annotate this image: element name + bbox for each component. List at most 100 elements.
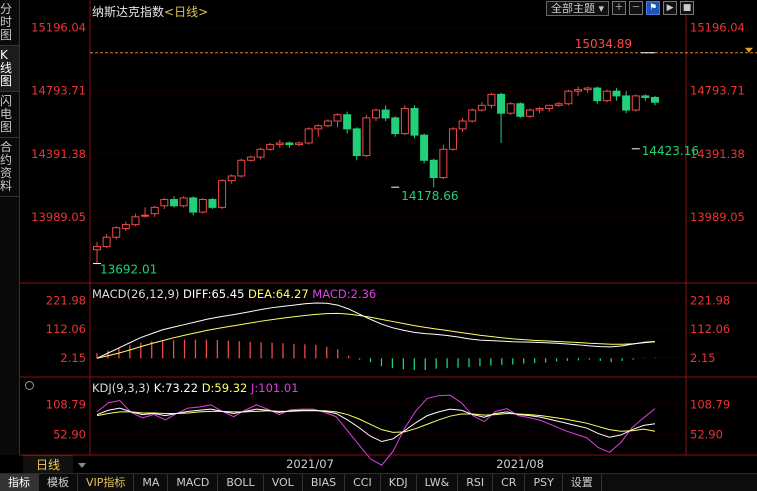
candle-body [102, 236, 111, 248]
tab-templates[interactable]: 模板 [39, 474, 78, 491]
annotation-high: 15034.89 [575, 37, 632, 51]
candle-body [506, 103, 515, 114]
y-tick-right: 2.15 [690, 351, 716, 365]
period-tab-daily[interactable]: 日线 [23, 455, 73, 474]
y-tick-right: 14793.71 [690, 84, 745, 98]
tab-indicators[interactable]: 指标 [0, 474, 39, 491]
candle-body [602, 90, 611, 102]
period-label[interactable]: <日线> [164, 5, 209, 19]
candle-body [631, 95, 640, 111]
tab-boll[interactable]: BOLL [218, 474, 264, 491]
candle-body [583, 87, 592, 91]
tab-psy[interactable]: PSY [525, 474, 563, 491]
tab-cr[interactable]: CR [493, 474, 526, 491]
candle-body [304, 128, 313, 144]
settings-dot-icon[interactable] [25, 381, 34, 390]
candle-body [622, 95, 631, 111]
tab-rsi[interactable]: RSI [458, 474, 494, 491]
candle-body [381, 109, 390, 119]
candle-body [574, 89, 583, 92]
candle-body [112, 227, 121, 238]
tab-macd[interactable]: MACD [168, 474, 219, 491]
dea-line [96, 312, 656, 359]
y-tick-right: 15196.04 [690, 20, 745, 34]
flag-icon[interactable]: ⚑ [646, 1, 661, 15]
candle-body [150, 206, 159, 215]
candle-body [160, 199, 169, 207]
tab-contract-info[interactable]: 合约资料 [0, 138, 19, 197]
tab-flash-chart[interactable]: 闪电图 [0, 92, 19, 138]
tab-kline-chart[interactable]: K线图 [0, 46, 19, 92]
candle-body [131, 216, 140, 226]
candle-body [121, 224, 130, 230]
theme-dropdown[interactable]: 全部主题 ▾ [546, 0, 610, 16]
y-tick-right: 14391.38 [690, 147, 745, 161]
annotation-low: 14178.66 [401, 189, 458, 203]
tab-settings[interactable]: 设置 [563, 474, 602, 491]
kdj-legend: KDJ(9,3,3) K:73.22 D:59.32 J:101.01 [92, 381, 299, 395]
y-tick-left: 112.06 [46, 322, 86, 336]
d-line [96, 410, 656, 433]
candle-body [391, 117, 400, 135]
tab-bias[interactable]: BIAS [303, 474, 346, 491]
kdj-j-value: J:101.01 [251, 381, 299, 395]
candle-body [352, 128, 361, 157]
annotation-low: 13692.01 [100, 263, 157, 277]
macd-legend: MACD(26,12,9) DIFF:65.45 DEA:64.27 MACD:… [92, 287, 376, 301]
candle-body [333, 114, 342, 122]
candle-body [525, 109, 534, 117]
candle-body [477, 104, 486, 111]
macd-dea-value: DEA:64.27 [248, 287, 309, 301]
candle-body [208, 199, 217, 208]
y-tick-left: 2.15 [60, 351, 86, 365]
candle-body [227, 175, 236, 182]
kdj-name: KDJ(9,3,3) [92, 381, 151, 395]
macd-name: MACD(26,12,9) [92, 287, 180, 301]
minus-square-icon[interactable]: － [629, 1, 644, 15]
stop-icon[interactable]: ■ [680, 1, 695, 15]
chevron-down-icon[interactable] [78, 463, 86, 468]
candle-body [198, 199, 207, 213]
candle-body [612, 90, 621, 97]
x-tick-label: 2021/08 [496, 457, 544, 471]
candle-body [266, 144, 275, 150]
candle-body [237, 159, 246, 177]
tab-timeshare-chart[interactable]: 分时图 [0, 0, 19, 46]
candle-body [651, 96, 659, 103]
candle-body [93, 246, 101, 251]
candle-body [487, 93, 496, 106]
candle-body [448, 128, 457, 150]
tab-lwr[interactable]: LW& [417, 474, 459, 491]
tab-ma[interactable]: MA [134, 474, 169, 491]
j-line [96, 394, 656, 466]
left-view-tabs: 分时图 K线图 闪电图 合约资料 [0, 0, 20, 455]
top-controls: 全部主题 ▾ ＋ － ⚑ ▶ ■ [546, 0, 695, 16]
candle-body [256, 148, 265, 158]
y-tick-left: 14793.71 [31, 84, 86, 98]
candle-body [545, 104, 554, 109]
candle-body [420, 134, 429, 161]
y-tick-left: 108.79 [46, 397, 86, 411]
x-tick-label: 2021/07 [286, 457, 334, 471]
tab-vip-indicators[interactable]: VIP指标 [78, 474, 135, 491]
tab-vol[interactable]: VOL [264, 474, 303, 491]
candle-body [295, 142, 304, 146]
y-tick-right: 108.79 [690, 397, 730, 411]
candle-body [458, 120, 467, 130]
candle-body [179, 197, 188, 207]
candle-body [429, 159, 438, 179]
dif-line [96, 302, 656, 359]
play-icon[interactable]: ▶ [663, 1, 678, 15]
tab-kdj[interactable]: KDJ [381, 474, 417, 491]
candle-body [554, 103, 563, 106]
plus-square-icon[interactable]: ＋ [612, 1, 627, 15]
candle-body [439, 148, 448, 179]
candle-body [275, 142, 284, 146]
y-tick-left: 13989.05 [31, 210, 86, 224]
price-marker-icon [745, 47, 753, 53]
macd-macd-value: MACD:2.36 [312, 287, 377, 301]
tab-cci[interactable]: CCI [345, 474, 381, 491]
y-tick-left: 52.90 [53, 428, 86, 442]
candle-body [641, 95, 650, 98]
candle-body [189, 197, 198, 213]
